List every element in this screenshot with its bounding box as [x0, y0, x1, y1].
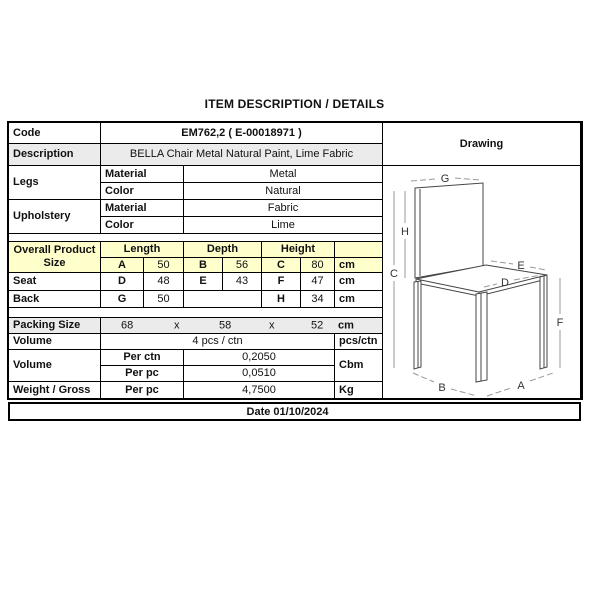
chair-drawing-svg: G H C E D F B A [390, 173, 564, 397]
drawing-cell: G H C E D F B A [382, 165, 581, 399]
code-label-cell: Code [8, 122, 101, 144]
packing-unit: cm [338, 319, 354, 332]
back-height-value-cell: 34 [300, 290, 335, 308]
back-depth-empty-cell [183, 290, 262, 308]
upholstery-color-value-cell: Lime [183, 216, 383, 234]
per-pc-label-cell: Per pc [100, 365, 184, 382]
weight-value-cell: 4,7500 [183, 381, 335, 399]
per-ctn-value-cell: 0,2050 [183, 349, 335, 366]
volume-pcs-value-cell: 4 pcs / ctn [100, 333, 335, 350]
size-overall-height-key-cell: C [261, 257, 301, 273]
back-length-value-cell: 50 [143, 290, 184, 308]
description-label-cell: Description [8, 143, 101, 166]
back-height-key-cell: H [261, 290, 301, 308]
volume-pcs-unit-cell: pcs/ctn [334, 333, 383, 350]
packing-values-cell: 68 x 58 x 52 cm [100, 317, 383, 334]
seat-length-key-cell: D [100, 272, 144, 291]
dim-label-c: C [390, 268, 398, 280]
packing-x1: x [174, 319, 180, 332]
page-title: ITEM DESCRIPTION / DETAILS [204, 97, 385, 111]
weight-per-label-cell: Per pc [100, 381, 184, 399]
legs-color-label-cell: Color [100, 182, 184, 200]
per-ctn-label-cell: Per ctn [100, 349, 184, 366]
chair-legs [413, 274, 548, 383]
size-col-length-cell: Length [100, 241, 184, 258]
dim-label-e: E [517, 260, 524, 272]
legs-material-label-cell: Material [100, 165, 184, 183]
chair-back [414, 182, 484, 279]
dim-label-b: B [438, 382, 445, 394]
dimension-labels: G H C E D F B A [390, 173, 564, 394]
size-col-depth-cell: Depth [183, 241, 262, 258]
dim-label-a: A [517, 380, 525, 392]
packing-values: 68 x 58 x 52 cm [101, 318, 382, 333]
size-overall-unit-cell: cm [334, 257, 383, 273]
size-overall-length-value-cell: 50 [143, 257, 184, 273]
upholstery-material-label-cell: Material [100, 199, 184, 217]
size-unit-header-cell [334, 241, 383, 258]
packing-dim1: 68 [121, 319, 134, 332]
volume-cbm-unit-cell: Cbm [334, 349, 383, 382]
legs-material-value-cell: Metal [183, 165, 383, 183]
seat-height-value-cell: 47 [300, 272, 335, 291]
code-value-cell: EM762,2 ( E-00018971 ) [100, 122, 383, 144]
weight-unit-cell: Kg [334, 381, 383, 399]
per-pc-value-cell: 0,0510 [183, 365, 335, 382]
size-col-height-cell: Height [261, 241, 335, 258]
back-label-cell: Back [8, 290, 101, 308]
dim-label-f: F [557, 317, 564, 329]
size-header-cell: Overall Product Size [8, 241, 101, 273]
volume-pcs-label-cell: Volume [8, 333, 101, 350]
weight-label-cell: Weight / Gross [8, 381, 101, 399]
dim-label-d: D [501, 277, 509, 289]
upholstery-color-label-cell: Color [100, 216, 184, 234]
description-value-cell: BELLA Chair Metal Natural Paint, Lime Fa… [100, 143, 383, 166]
size-overall-depth-value-cell: 56 [222, 257, 262, 273]
dim-label-h: H [401, 226, 409, 238]
seat-length-value-cell: 48 [143, 272, 184, 291]
packing-x2: x [269, 319, 275, 332]
upholstery-label-cell: Upholstery [8, 199, 101, 234]
date-row: Date 01/10/2024 [8, 402, 581, 421]
seat-label-cell: Seat [8, 272, 101, 291]
legs-color-value-cell: Natural [183, 182, 383, 200]
upholstery-material-value-cell: Fabric [183, 199, 383, 217]
dimension-lines [393, 177, 561, 397]
volume-cbm-label-cell: Volume [8, 349, 101, 382]
back-length-key-cell: G [100, 290, 144, 308]
seat-depth-key-cell: E [183, 272, 223, 291]
drawing-header-cell: Drawing [382, 122, 581, 166]
seat-height-key-cell: F [261, 272, 301, 291]
size-overall-length-key-cell: A [100, 257, 144, 273]
seat-depth-value-cell: 43 [222, 272, 262, 291]
packing-dim3: 52 [311, 319, 324, 332]
size-overall-height-value-cell: 80 [300, 257, 335, 273]
back-unit-cell: cm [334, 290, 383, 308]
dim-label-g: G [441, 173, 450, 185]
size-overall-depth-key-cell: B [183, 257, 223, 273]
seat-unit-cell: cm [334, 272, 383, 291]
packing-label-cell: Packing Size [8, 317, 101, 334]
packing-dim2: 58 [219, 319, 232, 332]
legs-label-cell: Legs [8, 165, 101, 200]
